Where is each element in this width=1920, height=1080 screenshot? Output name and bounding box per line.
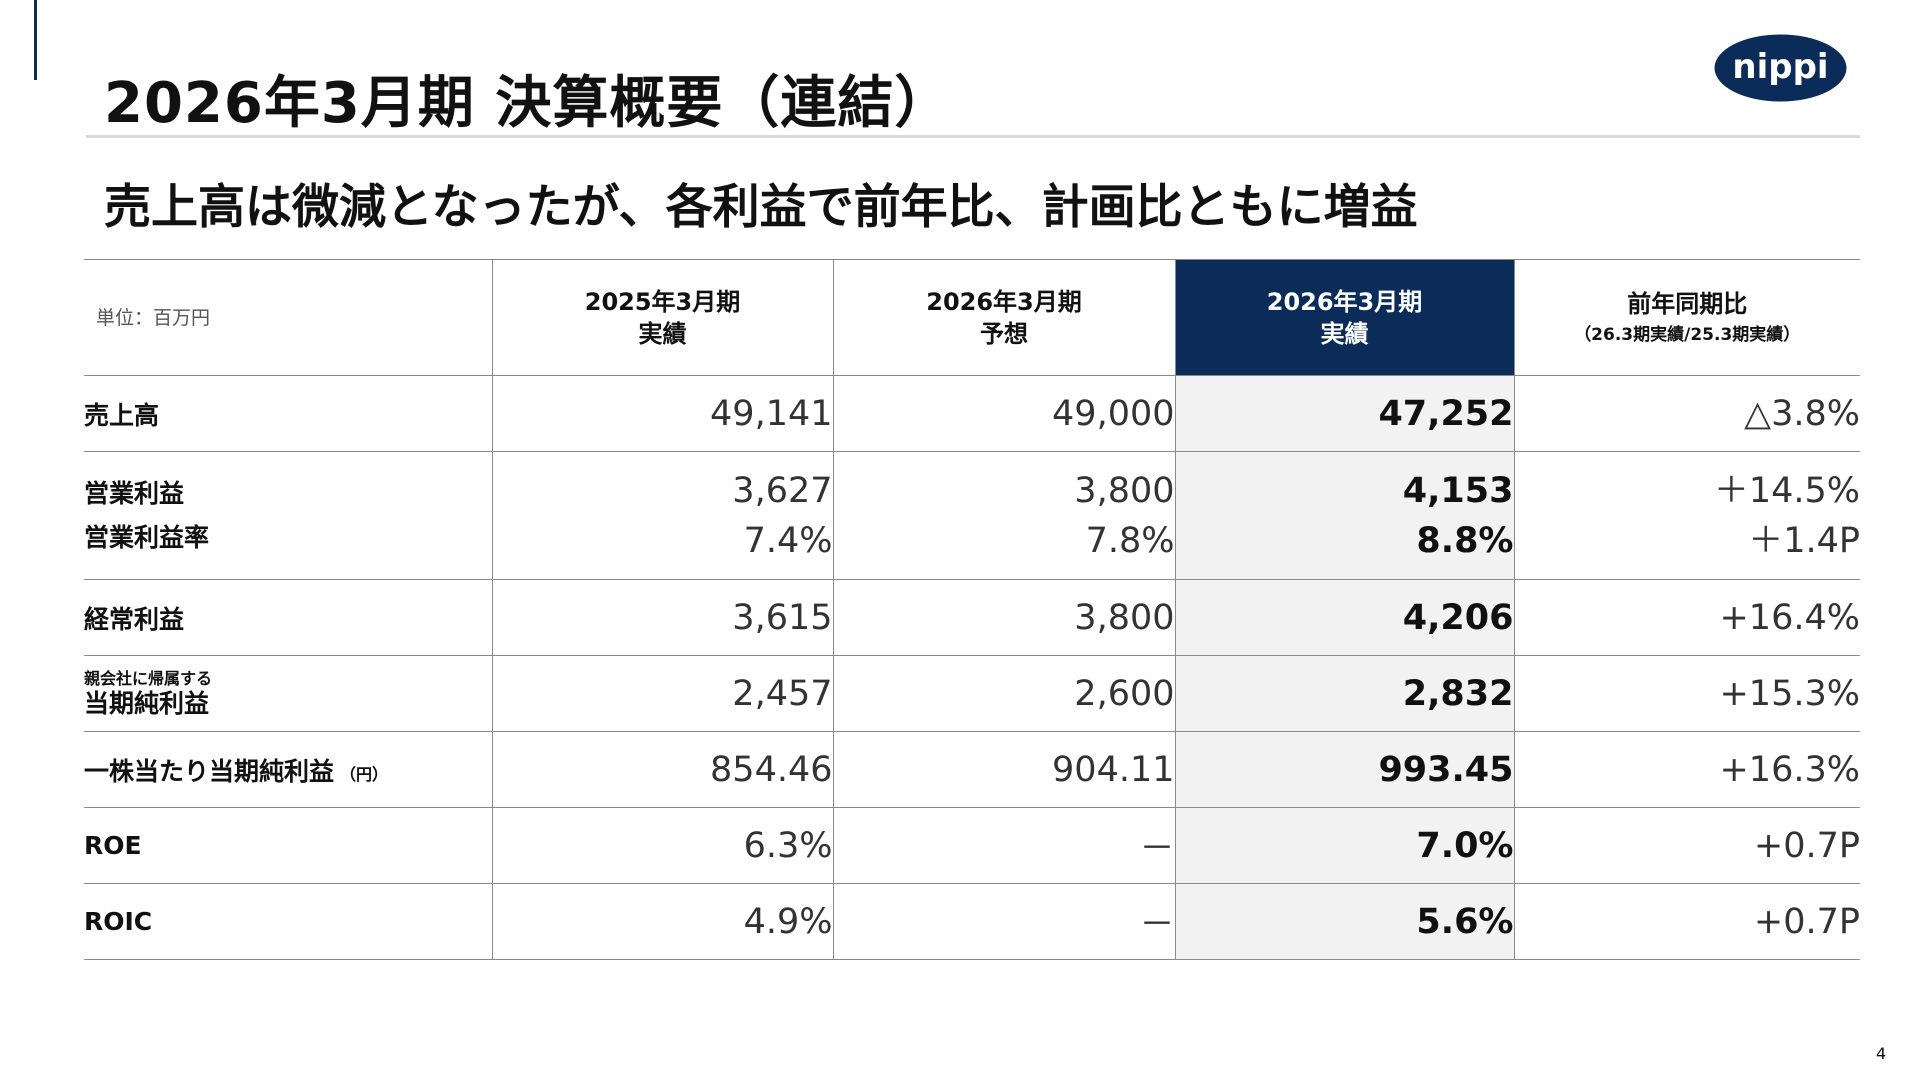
- row-label: 営業利益: [84, 478, 185, 508]
- row-label-cell: 親会社に帰属する 当期純利益: [84, 655, 492, 732]
- row-label: 一株当たり当期純利益: [84, 756, 335, 786]
- table-row-roic: ROIC 4.9% － 5.6% +0.7P: [84, 883, 1860, 960]
- column-header-line: 前年同期比: [1627, 289, 1748, 318]
- cell-fy2026-forecast: 49,000: [832, 375, 1175, 452]
- cell-yoy: +16.4%: [1513, 579, 1860, 656]
- cell-fy2026-forecast: 904.11: [832, 731, 1175, 808]
- cell-fy2026-actual: 47,252: [1174, 375, 1514, 452]
- title-divider: [86, 135, 1860, 138]
- column-header-yoy: 前年同期比 （26.3期実績/25.3期実績）: [1513, 259, 1860, 376]
- cell-fy2025-actual: 6.3%: [491, 807, 833, 884]
- row-label-prefix: 親会社に帰属する: [84, 668, 213, 688]
- column-header-line: 実績: [1320, 319, 1369, 348]
- cell-fy2026-forecast: －: [832, 807, 1175, 884]
- cell-fy2026-actual: 4,206: [1174, 579, 1514, 656]
- cell-fy2025-actual: 4.9%: [491, 883, 833, 960]
- headline-summary: 売上高は微減となったが、各利益で前年比、計画比ともに増益: [104, 180, 1418, 235]
- cell-fy2026-forecast: 2,600: [832, 655, 1175, 732]
- cell-fy2026-forecast: 3,800: [832, 579, 1175, 656]
- column-header-line: 予想: [980, 319, 1028, 348]
- column-header-line: 実績: [638, 319, 687, 348]
- cell-value: 7.4%: [743, 520, 833, 561]
- row-label: ROE: [84, 807, 492, 884]
- nippi-logo: nippi: [1714, 34, 1847, 102]
- cell-fy2025-actual: 854.46: [491, 731, 833, 808]
- row-label: ROIC: [84, 883, 492, 960]
- column-header-line: 2026年3月期: [926, 287, 1082, 316]
- cell-fy2025-actual: 3,615: [491, 579, 833, 656]
- table-row-net-sales: 売上高 49,141 49,000 47,252 △3.8%: [84, 375, 1860, 452]
- row-label: 当期純利益: [84, 688, 210, 718]
- table-row-operating-profit: 営業利益 営業利益率 3,627 7.4% 3,800 7.8% 4,153 8…: [84, 451, 1860, 580]
- accent-bar: [34, 0, 37, 80]
- financial-summary-table: 単位：百万円 2025年3月期 実績 2026年3月期 予想 2026年3月期 …: [84, 259, 1860, 960]
- cell-value: 3,800: [1074, 470, 1175, 511]
- page-title: 2026年3月期 決算概要（連結）: [104, 71, 952, 136]
- cell-value: ＋14.5%: [1713, 470, 1860, 511]
- table-header-row: 単位：百万円 2025年3月期 実績 2026年3月期 予想 2026年3月期 …: [84, 259, 1860, 376]
- table-row-roe: ROE 6.3% － 7.0% +0.7P: [84, 807, 1860, 884]
- cell-yoy: +16.3%: [1513, 731, 1860, 808]
- cell-yoy: +0.7P: [1513, 883, 1860, 960]
- cell-fy2026-actual: 993.45: [1174, 731, 1514, 808]
- cell-yoy: ＋14.5% ＋1.4P: [1513, 451, 1860, 580]
- column-header-fy2026-forecast: 2026年3月期 予想: [832, 259, 1175, 376]
- table-row-eps: 一株当たり当期純利益 （円） 854.46 904.11 993.45 +16.3…: [84, 731, 1860, 808]
- cell-yoy: △3.8%: [1513, 375, 1860, 452]
- cell-yoy: +15.3%: [1513, 655, 1860, 732]
- cell-fy2026-actual: 2,832: [1174, 655, 1514, 732]
- table-row-ordinary-profit: 経常利益 3,615 3,800 4,206 +16.4%: [84, 579, 1860, 656]
- cell-value: 4,153: [1402, 470, 1514, 511]
- row-label: 営業利益率: [84, 522, 210, 552]
- column-header-line: 2025年3月期: [584, 287, 741, 316]
- cell-fy2026-forecast: 3,800 7.8%: [832, 451, 1175, 580]
- row-label-unit: （円）: [340, 764, 389, 784]
- unit-label: 単位：百万円: [84, 259, 492, 376]
- cell-fy2025-actual: 49,141: [491, 375, 833, 452]
- table-row-net-income: 親会社に帰属する 当期純利益 2,457 2,600 2,832 +15.3%: [84, 655, 1860, 732]
- cell-value: 8.8%: [1416, 520, 1514, 561]
- cell-value: 3,627: [732, 470, 833, 511]
- cell-fy2026-actual: 4,153 8.8%: [1174, 451, 1514, 580]
- column-header-note: （26.3期実績/25.3期実績）: [1574, 324, 1801, 345]
- cell-value: 7.8%: [1085, 520, 1175, 561]
- cell-fy2026-forecast: －: [832, 883, 1175, 960]
- column-header-fy2025-actual: 2025年3月期 実績: [491, 259, 833, 376]
- row-label: 経常利益: [84, 579, 492, 656]
- row-label-cell: 一株当たり当期純利益 （円）: [84, 731, 492, 808]
- cell-yoy: +0.7P: [1513, 807, 1860, 884]
- cell-fy2026-actual: 5.6%: [1174, 883, 1514, 960]
- column-header-line: 2026年3月期: [1266, 287, 1423, 316]
- page-number: 4: [1876, 1044, 1887, 1063]
- row-label: 売上高: [84, 375, 492, 452]
- column-header-fy2026-actual: 2026年3月期 実績: [1174, 259, 1514, 376]
- cell-fy2026-actual: 7.0%: [1174, 807, 1514, 884]
- row-label-cell: 営業利益 営業利益率: [84, 451, 492, 580]
- logo-text: nippi: [1732, 47, 1828, 87]
- cell-value: ＋1.4P: [1748, 520, 1860, 561]
- cell-fy2025-actual: 3,627 7.4%: [491, 451, 833, 580]
- cell-fy2025-actual: 2,457: [491, 655, 833, 732]
